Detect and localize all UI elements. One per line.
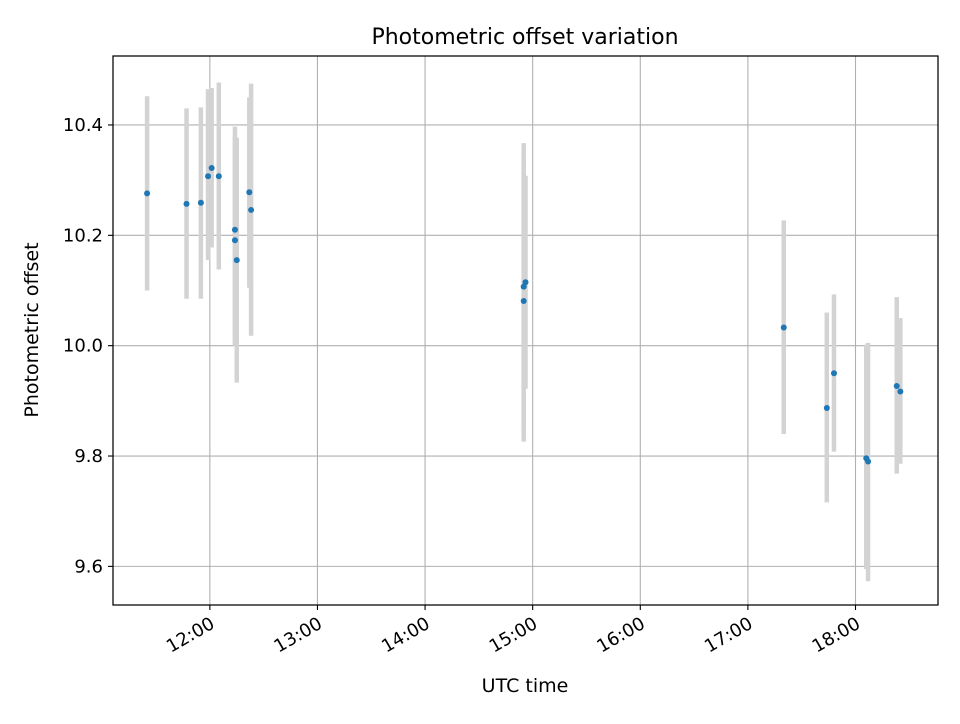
data-point xyxy=(520,297,527,304)
data-point xyxy=(246,189,253,196)
data-point xyxy=(197,199,204,206)
data-point xyxy=(231,237,238,244)
data-point xyxy=(780,324,787,331)
data-point xyxy=(208,165,215,172)
data-point xyxy=(522,279,529,286)
data-point xyxy=(215,173,222,180)
data-point xyxy=(897,388,904,395)
y-tick-label: 9.6 xyxy=(74,556,103,577)
data-point xyxy=(231,226,238,233)
y-tick-label: 10.4 xyxy=(63,115,103,136)
plot-frame xyxy=(112,55,939,606)
y-axis-label: Photometric offset xyxy=(21,242,43,417)
data-point xyxy=(823,405,830,412)
chart-title: Photometric offset variation xyxy=(371,25,678,50)
data-point xyxy=(248,206,255,213)
data-point xyxy=(893,382,900,389)
y-tick-label: 10.2 xyxy=(63,225,103,246)
data-point xyxy=(183,200,190,207)
data-point xyxy=(144,190,151,197)
data-point xyxy=(830,370,837,377)
x-axis-label: UTC time xyxy=(482,675,569,697)
y-tick-label: 9.8 xyxy=(74,446,103,467)
data-points xyxy=(144,165,904,465)
data-point xyxy=(233,257,240,264)
data-point xyxy=(865,458,872,465)
y-tick-label: 10.0 xyxy=(63,336,103,357)
data-point xyxy=(205,173,212,180)
